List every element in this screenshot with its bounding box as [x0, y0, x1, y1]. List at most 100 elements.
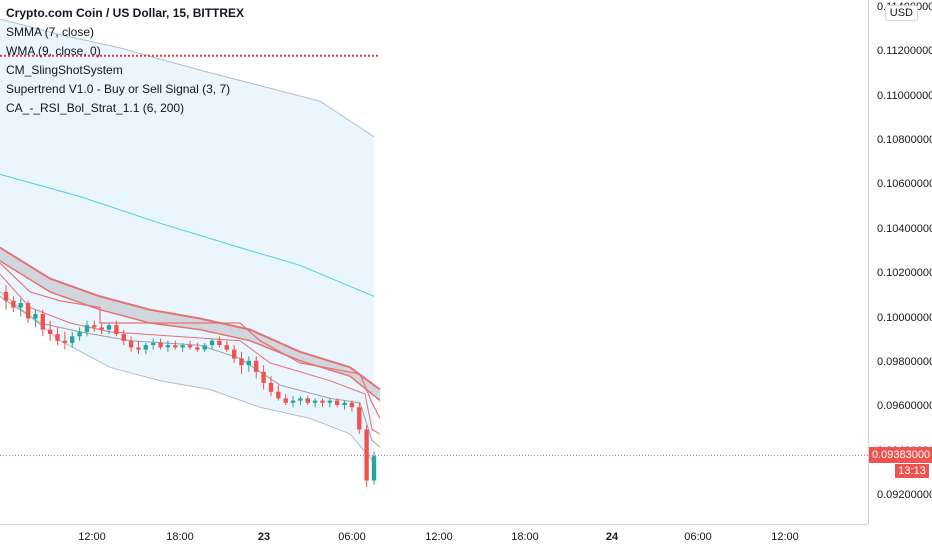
candle — [70, 331, 75, 348]
slingshot-upper — [0, 246, 381, 391]
indicator-wma[interactable]: WMA (9, close, 0) — [6, 44, 101, 58]
candle-body — [357, 407, 362, 430]
candle-body — [18, 303, 23, 308]
price-tick: 0.09800000 — [877, 355, 932, 368]
candle — [268, 376, 274, 397]
candle — [84, 320, 90, 337]
candle-body — [92, 325, 97, 328]
chart-plot-area[interactable]: Crypto.com Coin / US Dollar, 15, BITTREX… — [0, 0, 868, 524]
candle — [106, 322, 112, 335]
candle-body — [371, 456, 377, 481]
indicator-smma[interactable]: SMMA (7, close) — [6, 25, 95, 39]
indicator-supertrend[interactable]: Supertrend V1.0 - Buy or Sell Signal (3,… — [6, 82, 231, 96]
candle-body — [335, 400, 340, 405]
candle — [254, 356, 259, 379]
candle — [335, 398, 340, 408]
candle-body — [165, 345, 171, 348]
band-upper-line — [0, 18, 375, 138]
candle — [320, 398, 325, 408]
candle-body — [254, 360, 259, 372]
candle-body — [342, 402, 347, 405]
slingshot-lower — [0, 260, 381, 402]
time-tick: 18:00 — [166, 531, 194, 543]
candle — [136, 340, 141, 355]
candle-body — [143, 345, 148, 350]
slingshot-cloud — [0, 247, 380, 401]
candle — [364, 425, 369, 488]
candle-body — [128, 340, 134, 348]
bar-countdown: 13:13 — [895, 464, 929, 479]
price-tick: 0.10800000 — [877, 134, 932, 147]
candle — [312, 398, 318, 408]
price-chart — [0, 18, 868, 488]
time-tick: 12:00 — [771, 531, 799, 543]
candle-body — [195, 347, 200, 350]
candle-body — [312, 400, 318, 403]
time-tick: 12:00 — [425, 531, 453, 543]
price-tick: 0.10000000 — [877, 311, 932, 324]
candle — [114, 320, 119, 337]
candle — [128, 336, 134, 352]
candle — [99, 322, 104, 335]
candle-body — [305, 398, 310, 403]
candle — [290, 396, 296, 408]
candle-body — [217, 340, 222, 346]
candle-body — [298, 398, 303, 401]
candle-body — [261, 371, 266, 383]
candle-body — [239, 358, 244, 366]
candle — [261, 365, 266, 390]
time-tick: 24 — [605, 531, 619, 543]
candle-body — [290, 400, 296, 403]
currency-badge[interactable]: USD — [884, 5, 918, 21]
candle-body — [3, 291, 9, 301]
candle-body — [246, 360, 252, 366]
time-axis[interactable]: 12:00 18:00 23 06:00 12:00 18:00 24 06:00 12:00 — [0, 524, 868, 550]
candle-body — [151, 342, 156, 346]
chart-legend: Crypto.com Coin / US Dollar, 15, BITTREX… — [6, 4, 244, 118]
candle — [224, 340, 229, 352]
candle — [187, 340, 193, 350]
candle — [11, 296, 16, 312]
indicator-slingshot[interactable]: CM_SlingShotSystem — [6, 63, 123, 77]
candle — [246, 356, 252, 372]
candle — [165, 340, 171, 352]
candle — [143, 342, 148, 355]
time-tick: 06:00 — [338, 531, 366, 543]
candle-body — [158, 342, 163, 348]
candle — [3, 285, 9, 310]
supertrend-line — [0, 262, 381, 419]
symbol-title[interactable]: Crypto.com Coin / US Dollar, 15, BITTREX — [6, 6, 245, 20]
candle — [173, 340, 178, 350]
candle — [180, 342, 185, 352]
candle — [217, 336, 222, 348]
price-axis[interactable]: 0.114000000.112000000.110000000.10800000… — [868, 0, 932, 524]
candle-body — [77, 331, 82, 337]
candle — [371, 451, 377, 485]
candle — [202, 342, 207, 352]
candle-body — [55, 334, 60, 341]
candle — [92, 320, 97, 332]
candle — [158, 338, 163, 350]
price-tick: 0.11200000 — [877, 45, 932, 58]
candle — [305, 396, 310, 406]
candle — [48, 320, 53, 341]
price-tick: 0.10400000 — [877, 222, 932, 235]
candle — [33, 309, 38, 328]
candle-body — [202, 345, 207, 350]
candle — [298, 396, 303, 406]
candle-body — [106, 325, 112, 330]
candle-body — [173, 345, 178, 348]
candle — [276, 385, 281, 401]
candle-body — [136, 347, 141, 350]
candle-body — [187, 345, 193, 348]
candle — [327, 398, 332, 408]
candle-body — [349, 402, 355, 408]
candle-body — [327, 400, 332, 403]
indicator-rsi-bol[interactable]: CA_-_RSI_Bol_Strat_1.1 (6, 200) — [6, 101, 185, 115]
candle-body — [11, 300, 16, 308]
candle-body — [320, 400, 325, 403]
candle-body — [33, 314, 38, 319]
candle — [239, 351, 244, 374]
price-tick: 0.09600000 — [877, 400, 932, 413]
candle-body — [276, 391, 281, 399]
